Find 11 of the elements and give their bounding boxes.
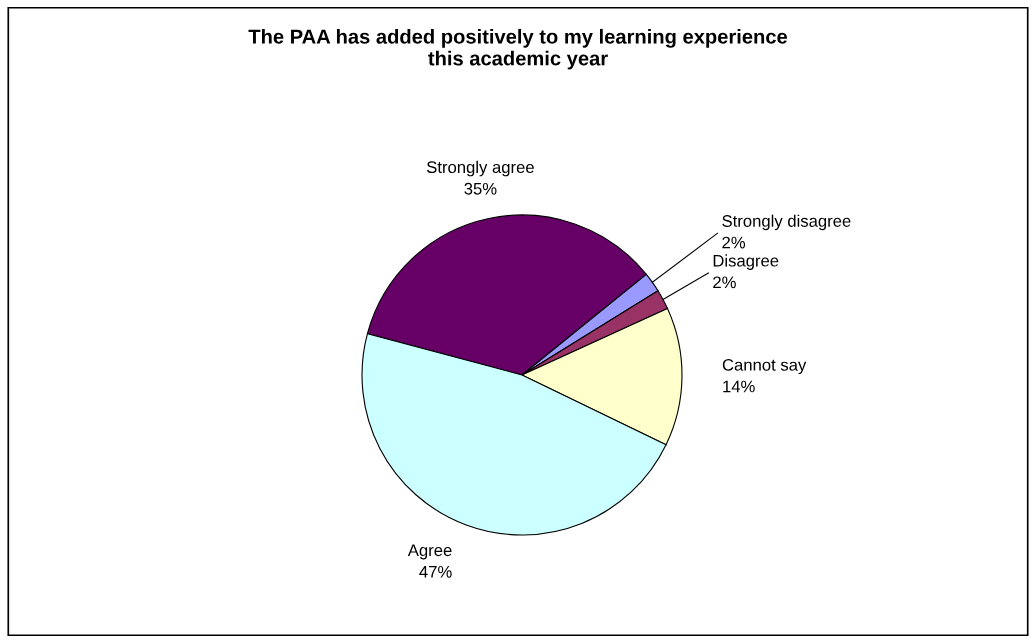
data-label: 2% (713, 276, 736, 289)
data-label: 14% (723, 380, 755, 393)
data-label: 35% (464, 182, 497, 195)
data-label: 2% (722, 236, 746, 249)
slice-label: Disagree (713, 254, 779, 270)
slice-label: Strongly disagree (722, 214, 851, 231)
data-label: 47% (419, 565, 452, 578)
slice-label: Cannot say (722, 358, 807, 375)
chart-title: The PAA has added positively to my learning experience this academic year (248, 28, 788, 70)
slice-label: Agree (407, 544, 452, 560)
slice-label: Strongly agree (426, 160, 534, 177)
